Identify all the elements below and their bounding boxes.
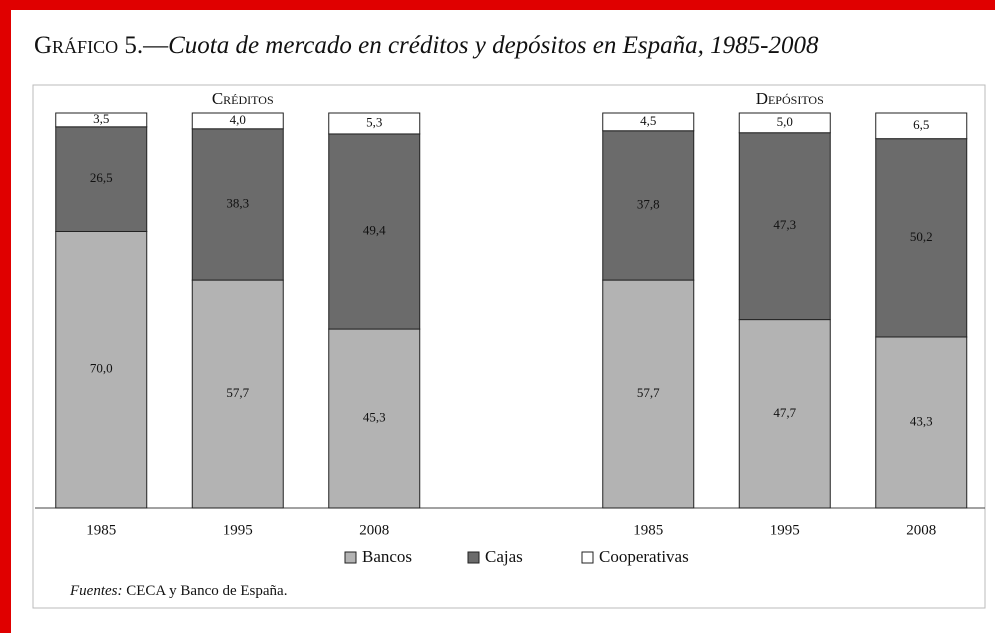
value-label: 47,7 [773,405,796,420]
title-text: Cuota de mercado en créditos y depósitos… [168,32,819,59]
legend-swatch [581,551,594,564]
bar-segment [55,231,148,509]
value-label: 57,7 [226,385,249,400]
frame-left [0,0,11,633]
chart-title: Gráfico 5.—Cuota de mercado en créditos … [34,32,819,59]
x-tick-label: 2008 [906,522,936,538]
x-tick-label: 1985 [633,522,663,538]
bar-segment [328,112,421,135]
bar-segment [602,279,695,509]
bar-segment [191,128,284,281]
bar-segment [602,130,695,281]
legend-label: Cooperativas [599,547,689,566]
bar-segment [875,138,968,338]
bar-segment [875,336,968,509]
frame-top [0,0,995,10]
value-label: 45,3 [363,410,386,425]
value-label: 6,5 [913,117,929,132]
value-label: 50,2 [910,229,933,244]
bar-segment [328,133,421,330]
value-label: 3,5 [93,111,109,126]
legend-swatch [344,551,357,564]
legend-label: Cajas [485,547,523,566]
value-label: 38,3 [226,195,249,210]
bar-segment [55,126,148,232]
value-label: 4,5 [640,113,656,128]
value-label: 47,3 [773,217,796,232]
source-text: CECA y Banco de España. [126,583,287,599]
x-tick-label: 1985 [86,522,116,538]
bar-segment [602,112,695,132]
value-label: 5,3 [366,114,382,129]
source: Fuentes: CECA y Banco de España. [69,583,287,599]
x-tick-label: 1995 [223,522,253,538]
value-label: 26,5 [90,170,113,185]
value-label: 49,4 [363,222,386,237]
legend-label: Bancos [362,547,412,566]
source-label: Fuentes: [69,583,122,599]
bar-segment [738,112,831,134]
bar-segment [738,132,831,321]
bar-segment [55,112,148,128]
value-label: 4,0 [230,112,246,127]
value-label: 70,0 [90,361,113,376]
value-label: 57,7 [637,385,660,400]
value-label: 37,8 [637,196,660,211]
group-title: Créditos [212,89,274,108]
group-title: Depósitos [756,89,824,108]
bar-segment [875,112,968,140]
title-label: Gráfico 5.— [34,32,169,59]
x-tick-label: 2008 [359,522,389,538]
bar-segment [738,319,831,509]
value-label: 5,0 [777,114,793,129]
value-label: 43,3 [910,413,933,428]
bar-segment [191,279,284,509]
chart-box [32,84,986,609]
legend-swatch [467,551,480,564]
bar-segment [191,112,284,130]
x-tick-label: 1995 [770,522,800,538]
bar-segment [328,328,421,509]
